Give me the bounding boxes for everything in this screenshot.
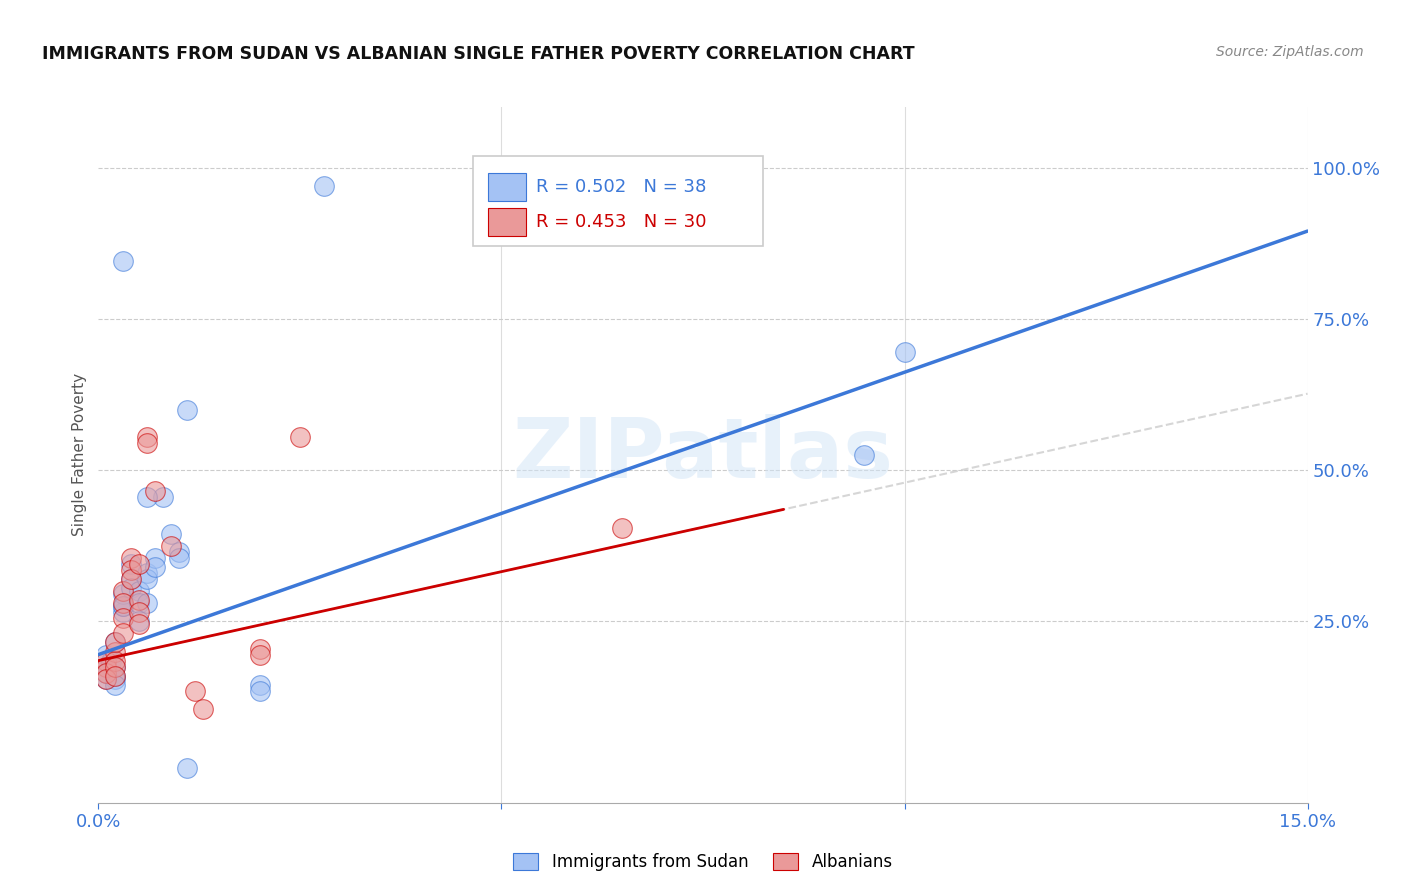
Point [111, 584, 134, 599]
Point [103, 654, 125, 668]
Point [249, 648, 271, 662]
Point [152, 490, 174, 504]
Point [103, 635, 125, 649]
Point [96, 648, 118, 662]
Point [128, 596, 150, 610]
Text: ZIPatlas: ZIPatlas [513, 415, 893, 495]
Point [120, 557, 142, 571]
Point [120, 572, 142, 586]
Point [135, 596, 157, 610]
Point [288, 430, 311, 444]
Point [135, 430, 157, 444]
FancyBboxPatch shape [488, 208, 526, 235]
Point [103, 659, 125, 673]
Point [143, 484, 166, 499]
Point [103, 669, 125, 683]
Point [96, 659, 118, 673]
Point [103, 669, 125, 683]
Point [100, 654, 122, 668]
Point [176, 761, 198, 775]
FancyBboxPatch shape [474, 156, 763, 246]
Point [111, 587, 134, 601]
Point [184, 684, 207, 698]
Point [176, 402, 198, 417]
Legend: Immigrants from Sudan, Albanians: Immigrants from Sudan, Albanians [506, 847, 900, 878]
Point [853, 448, 876, 462]
Point [103, 644, 125, 658]
Point [120, 581, 142, 595]
Point [120, 572, 142, 586]
Point [111, 605, 134, 619]
Point [135, 435, 157, 450]
Point [193, 702, 215, 716]
Point [96, 672, 118, 686]
Point [128, 617, 150, 632]
Text: Source: ZipAtlas.com: Source: ZipAtlas.com [1216, 45, 1364, 59]
Point [612, 520, 634, 534]
Point [143, 550, 166, 565]
Point [103, 672, 125, 686]
Point [128, 593, 150, 607]
Point [135, 572, 157, 586]
Point [135, 490, 157, 504]
Point [160, 526, 183, 541]
Point [249, 684, 271, 698]
Point [103, 635, 125, 649]
Point [167, 550, 190, 565]
Point [128, 605, 150, 619]
Point [120, 550, 142, 565]
Point [128, 557, 150, 571]
Point [103, 678, 125, 692]
Point [96, 665, 118, 680]
Text: R = 0.453   N = 30: R = 0.453 N = 30 [536, 213, 707, 231]
Point [111, 254, 134, 268]
Point [111, 599, 134, 614]
Point [893, 345, 915, 359]
Point [143, 559, 166, 574]
Point [135, 566, 157, 580]
Point [96, 659, 118, 673]
Text: IMMIGRANTS FROM SUDAN VS ALBANIAN SINGLE FATHER POVERTY CORRELATION CHART: IMMIGRANTS FROM SUDAN VS ALBANIAN SINGLE… [42, 45, 915, 62]
Point [111, 596, 134, 610]
FancyBboxPatch shape [488, 173, 526, 201]
Point [96, 665, 118, 680]
Y-axis label: Single Father Poverty: Single Father Poverty [72, 374, 87, 536]
Point [96, 654, 118, 668]
Point [314, 178, 336, 193]
Point [111, 626, 134, 640]
Point [96, 672, 118, 686]
Point [103, 659, 125, 673]
Point [111, 611, 134, 625]
Point [111, 599, 134, 614]
Point [128, 584, 150, 599]
Point [249, 678, 271, 692]
Point [128, 615, 150, 629]
Point [167, 545, 190, 559]
Point [160, 539, 183, 553]
Text: R = 0.502   N = 38: R = 0.502 N = 38 [536, 178, 706, 196]
Point [249, 641, 271, 656]
Point [120, 563, 142, 577]
